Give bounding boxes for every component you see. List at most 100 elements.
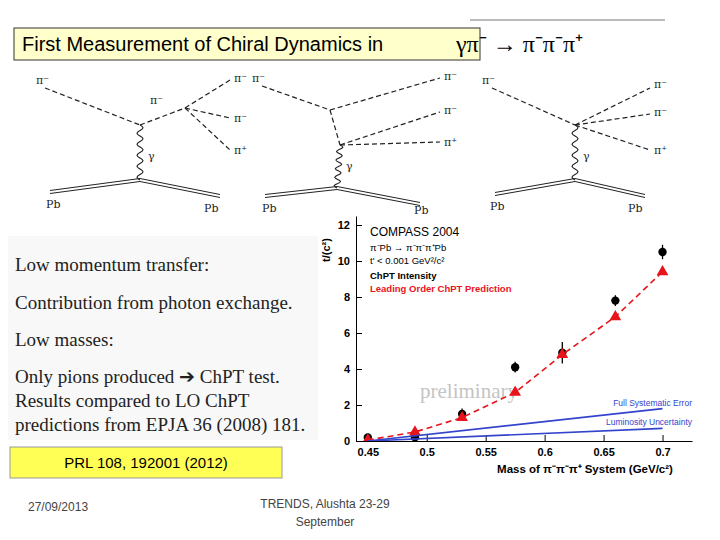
tick-label: 4 (344, 363, 351, 375)
line-label: Luminosity Uncertainty (606, 417, 693, 427)
tick-label: 2 (344, 399, 350, 411)
diagram-label: Pb (262, 202, 276, 215)
legend: COMPASS 2004 π⁻Pb → π⁻π⁻π⁺Pb t' < 0.001 Ge… (370, 225, 512, 294)
panel-text: predictions from EPJA 36 (2008) 181. (15, 414, 305, 436)
slide-canvas: First Measurement of Chiral Dynamics inγ… (0, 0, 720, 540)
diagram-label: π⁻ (654, 78, 667, 91)
footer-event: September (296, 515, 355, 529)
pion-line (185, 80, 230, 108)
diagram-label: Pb (46, 198, 60, 211)
data-point (609, 310, 621, 320)
panel-text: Low momentum transfer: (15, 254, 209, 275)
tick: 6 (344, 327, 362, 339)
diagram-label: π⁺ (444, 136, 457, 149)
axis-line (356, 217, 357, 442)
data-point (509, 386, 521, 396)
annotation: preliminary (420, 379, 518, 403)
diagram-label: π⁻ (252, 72, 265, 85)
data-point (456, 411, 468, 421)
tick: 0.7 (655, 435, 670, 458)
panel-text: Only pions produced ➔ ChPT test. (15, 366, 280, 387)
tick: 12 (338, 219, 362, 231)
series-line (368, 272, 663, 440)
nucleus-line (265, 190, 420, 206)
series-line (368, 428, 663, 441)
tick-mark (356, 261, 362, 262)
tick-label: 0.5 (420, 446, 435, 458)
photon-line (137, 125, 143, 180)
slide: First Measurement of Chiral Dynamics inγ… (0, 0, 720, 540)
annotation: t' < 0.001 GeV²/c² (370, 255, 444, 266)
pion-line (575, 125, 650, 150)
pion-line (575, 88, 650, 125)
legend-entry: Leading Order ChPT Prediction (370, 283, 512, 294)
diagram-label: π⁻ (234, 72, 247, 85)
footer-event: TRENDS, Alushta 23-29 (260, 497, 390, 511)
diagram-label: π⁻ (654, 106, 667, 119)
pion-line (330, 110, 340, 145)
diagram-label: π⁻ (482, 74, 495, 87)
tick: 10 (338, 255, 362, 267)
reference: PRL 108, 192001 (2012) (64, 454, 228, 471)
chart-subtitle: π⁻Pb → π⁻π⁻π⁺Pb (370, 242, 446, 253)
diagram-label: π⁻ (444, 70, 457, 83)
pion-line (185, 108, 230, 150)
data-point (511, 363, 519, 371)
chart-background (318, 214, 704, 484)
tick: 0 (344, 435, 362, 447)
tick-mark (545, 435, 546, 441)
diagram-label: Pb (204, 202, 218, 215)
diagram-label: π⁺ (654, 144, 667, 157)
diagram-label: π⁻ (234, 112, 247, 125)
x-axis-title: Mass of π⁻π⁻π⁺ System (GeV/c²) (497, 463, 673, 475)
pion-line (340, 112, 440, 145)
pion-line (330, 78, 440, 110)
rule (470, 20, 665, 21)
text-panel (8, 236, 334, 440)
plot-area (362, 245, 669, 441)
tick-label: 12 (338, 219, 350, 231)
axis: 0.450.50.550.60.650.7 (357, 435, 693, 458)
data-point (657, 265, 669, 275)
tick-label: 0.7 (655, 446, 670, 458)
tick-mark (356, 333, 362, 334)
tick-label: 10 (338, 255, 350, 267)
diagram-label: γ (346, 160, 353, 173)
tick-label: 0 (344, 435, 350, 447)
axis-line (357, 441, 693, 442)
diagram-label: Pb (628, 202, 642, 215)
tick-mark (356, 441, 362, 442)
data-point (556, 348, 568, 358)
pion-line (575, 114, 650, 125)
data-point (611, 296, 619, 304)
diagram-label: π⁻ (36, 74, 49, 87)
axis: 0 2 4 6 8 10 12 (338, 217, 362, 448)
pion-line (140, 108, 185, 125)
legend-entry: ChPT Intensity (370, 270, 437, 281)
panel-text: Contribution from photon exchange. (15, 292, 293, 313)
reaction: γπ⁻ → π⁻π⁻π⁺ (455, 31, 583, 57)
tick-label: 8 (344, 291, 350, 303)
line-label: Full Systematic Error (613, 398, 692, 408)
chart-title: COMPASS 2004 (370, 225, 459, 239)
nucleus-line (495, 182, 645, 198)
tick-label: 0.6 (537, 446, 552, 458)
feynman-diagram: π⁻π⁻π⁻π⁺γPbPb (482, 74, 667, 215)
pion-line (340, 142, 440, 145)
feynman-diagram: π⁻π⁻π⁻π⁺γPbPb (252, 70, 457, 217)
tick: 8 (344, 291, 362, 303)
data-point (409, 425, 421, 435)
tick: 2 (344, 399, 362, 411)
feynman-diagram: π⁻π⁻π⁻π⁻π⁺γPbPb (36, 72, 247, 215)
data-point (658, 248, 666, 256)
diagram-label: π⁺ (234, 144, 247, 157)
photon-line (572, 125, 578, 180)
pion-line (45, 88, 140, 125)
pion-line (185, 108, 230, 118)
tick: 0.65 (593, 435, 614, 458)
panel-text: Results compared to LO ChPT (15, 390, 250, 411)
reference-box (10, 447, 282, 478)
tick-mark (356, 297, 362, 298)
pion-line (262, 86, 330, 110)
tick-mark (356, 405, 362, 406)
